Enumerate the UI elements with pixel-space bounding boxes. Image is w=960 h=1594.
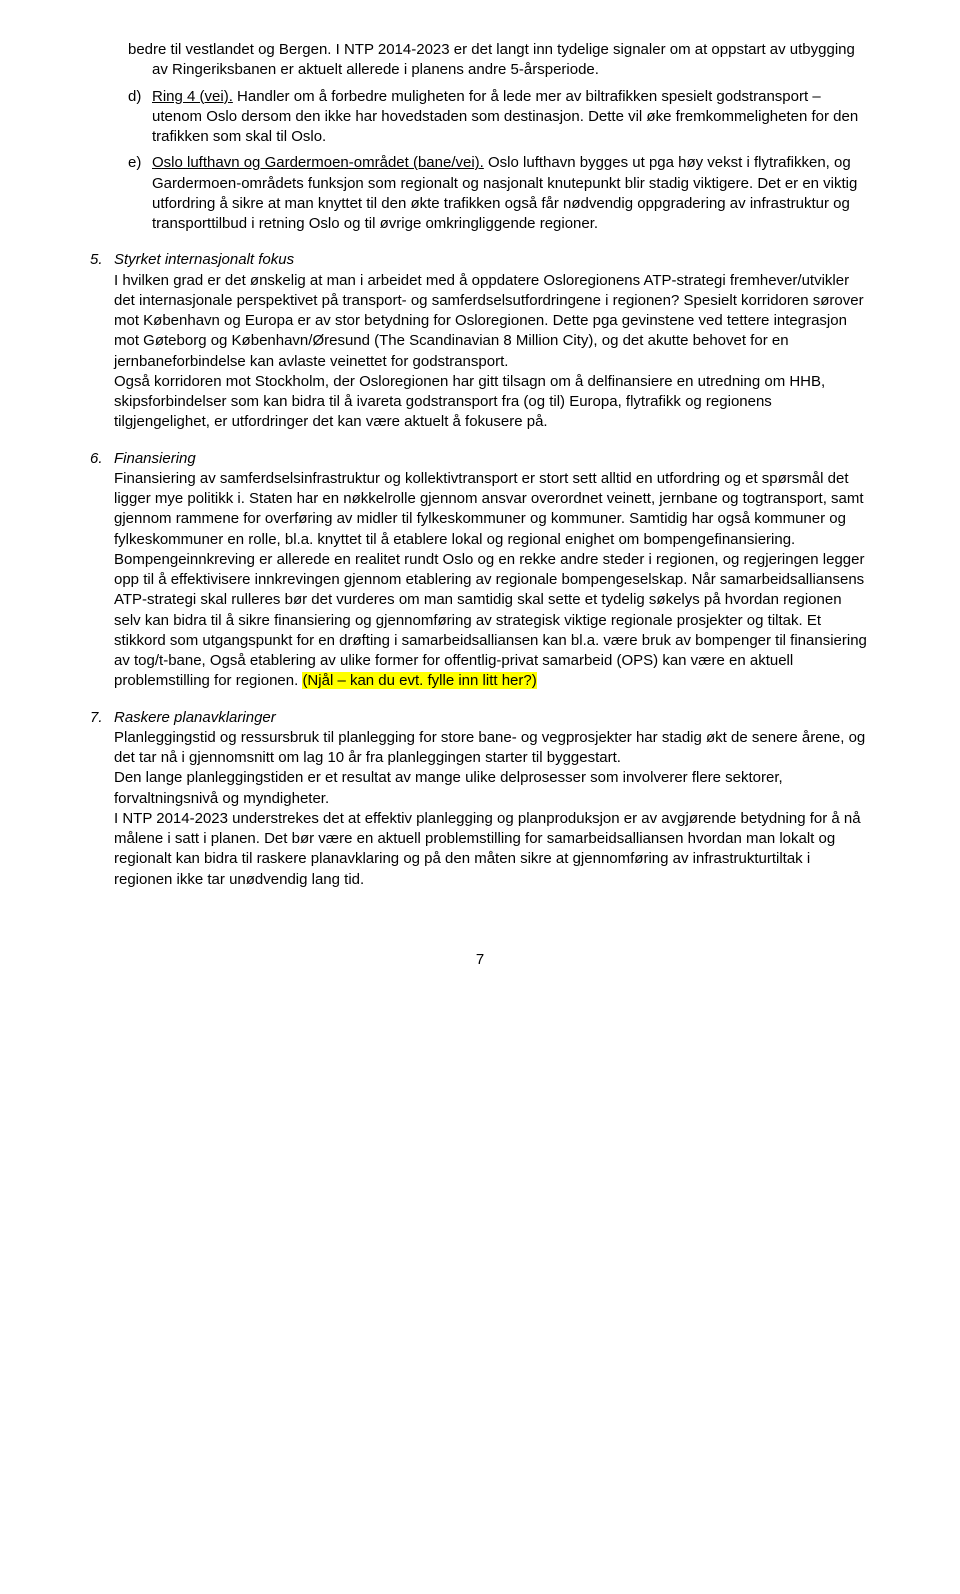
list-item-d: d)Ring 4 (vei). Handler om å forbedre mu… — [90, 87, 870, 148]
marker-6: 6. — [90, 449, 114, 469]
title-7: Raskere planavklaringer — [114, 709, 276, 726]
body-5a: I hvilken grad er det ønskelig at man i … — [114, 271, 870, 372]
label-d: Ring 4 (vei). — [152, 88, 233, 105]
text-d: Handler om å forbedre muligheten for å l… — [152, 88, 858, 146]
body-7c: I NTP 2014-2023 understrekes det at effe… — [114, 809, 870, 890]
list-item-e: e)Oslo lufthavn og Gardermoen-området (b… — [90, 153, 870, 234]
marker-7: 7. — [90, 708, 114, 728]
marker-e: e) — [128, 153, 152, 173]
title-5: Styrket internasjonalt fokus — [114, 251, 294, 268]
title-6: Finansiering — [114, 450, 196, 467]
body-7b: Den lange planleggingstiden er et result… — [114, 768, 870, 809]
section-6: 6.Finansiering Finansiering av samferdse… — [90, 449, 870, 692]
text-continuation: bedre til vestlandet og Bergen. I NTP 20… — [128, 41, 855, 78]
section-7: 7.Raskere planavklaringer Planleggingsti… — [90, 708, 870, 890]
body-6-text: Finansiering av samferdselsinfrastruktur… — [114, 470, 867, 690]
section-5: 5.Styrket internasjonalt fokus I hvilken… — [90, 250, 870, 432]
body-6: Finansiering av samferdselsinfrastruktur… — [114, 469, 870, 692]
label-e: Oslo lufthavn og Gardermoen-området (ban… — [152, 154, 484, 171]
marker-d: d) — [128, 87, 152, 107]
body-6-highlight: (Njål – kan du evt. fylle inn litt her?) — [302, 672, 536, 689]
body-7a: Planleggingstid og ressursbruk til planl… — [114, 728, 870, 769]
marker-5: 5. — [90, 250, 114, 270]
body-5b: Også korridoren mot Stockholm, der Oslor… — [114, 372, 870, 433]
item-d-continuation: bedre til vestlandet og Bergen. I NTP 20… — [90, 40, 870, 81]
page-number: 7 — [90, 950, 870, 970]
